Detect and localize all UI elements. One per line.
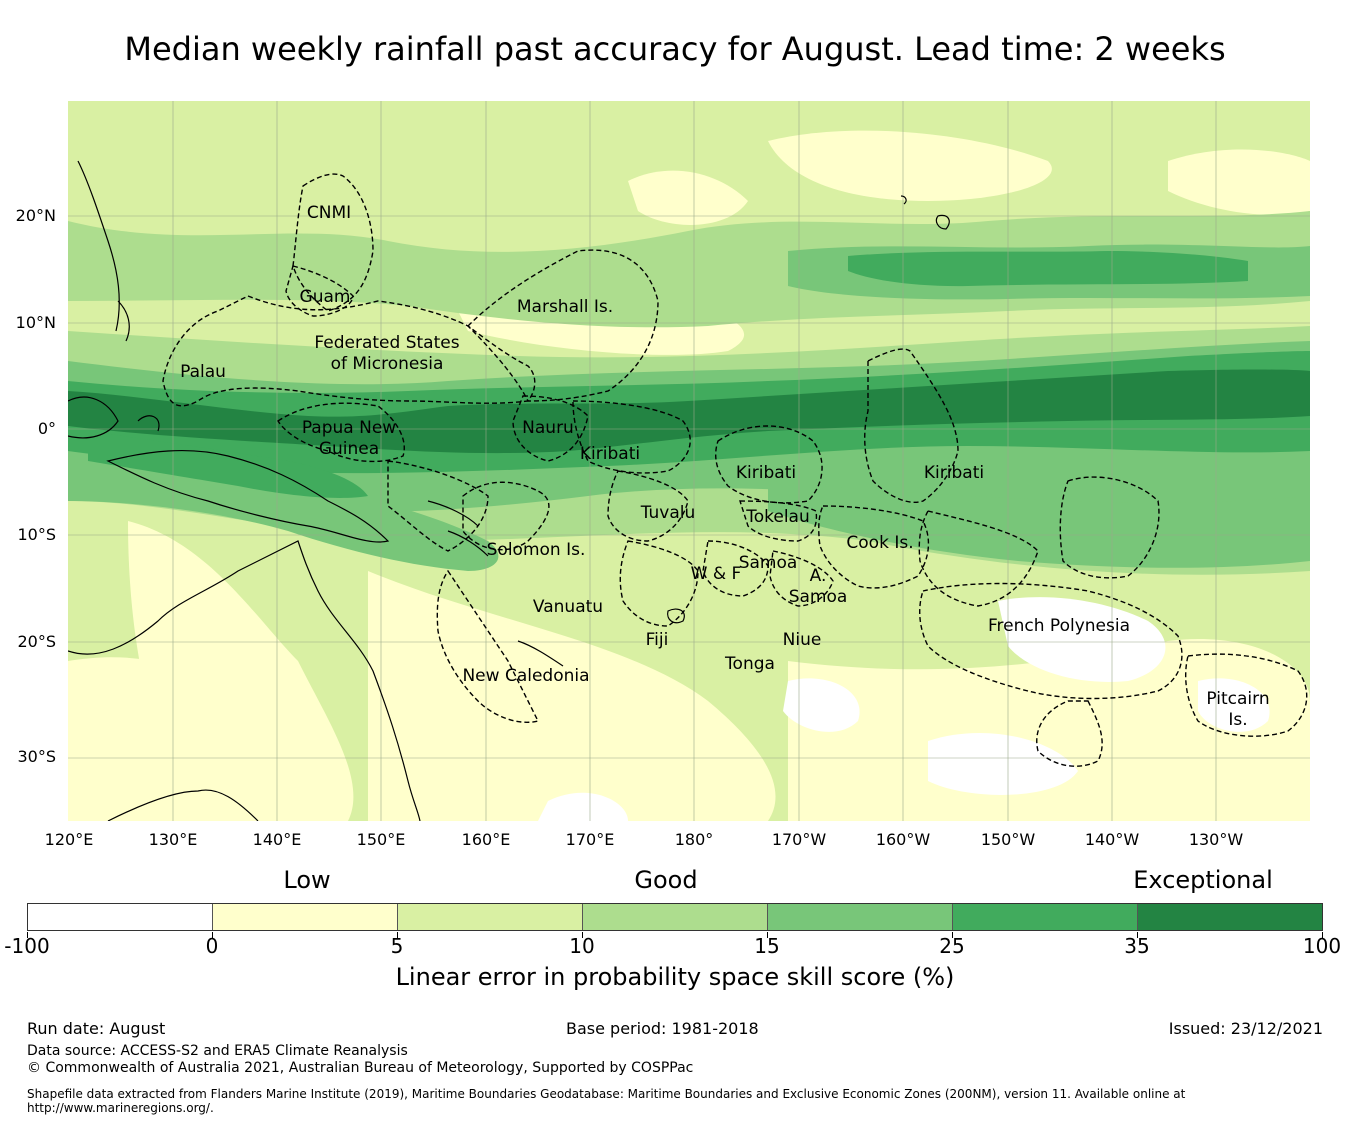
lat-label-10n: 10°N [15, 313, 56, 332]
region-label-american-samoa-line1: A. [809, 566, 827, 586]
colorbar-label: Linear error in probability space skill … [395, 963, 955, 991]
region-label-pitcairn-line1: Pitcairn [1206, 689, 1270, 709]
skill-map: CNMI Guam Marshall Is. Federated States … [68, 101, 1310, 821]
region-label-png-line1: Papua New [301, 418, 397, 438]
colorbar-segment-15-25 [768, 904, 953, 930]
region-label-american-samoa-line2: Samoa [788, 587, 848, 607]
region-label-fsm-line1: Federated States [314, 333, 460, 353]
lon-label-140e: 140°E [252, 830, 302, 849]
region-label-fiji: Fiji [645, 630, 669, 650]
lon-label-140w: 140°W [1084, 830, 1140, 849]
lon-label-160w: 160°W [875, 830, 931, 849]
coastlines [68, 160, 950, 821]
colorbar-segment-0-5 [213, 904, 398, 930]
colorbar [27, 903, 1323, 931]
region-label-cook-islands: Cook Is. [846, 533, 914, 553]
region-label-vanuatu: Vanuatu [532, 597, 604, 617]
colorbar-tick [952, 932, 953, 938]
base-period: Base period: 1981-2018 [566, 1019, 759, 1038]
region-label-new-caledonia: New Caledonia [462, 666, 590, 686]
lat-label-20n: 20°N [15, 206, 56, 225]
lon-label-170e: 170°E [565, 830, 615, 849]
lon-label-180: 180° [674, 830, 714, 849]
region-label-american-samoa: A. Samoa [789, 566, 848, 608]
region-label-kiribati-east: Kiribati [923, 463, 985, 483]
lat-label-30s: 30°S [17, 747, 56, 766]
colorbar-segment-5-10 [398, 904, 583, 930]
region-label-tonga: Tonga [725, 654, 775, 674]
region-label-png-line2: Guinea [318, 439, 380, 459]
colorbar-tick-label: 5 [390, 934, 404, 958]
region-label-pitcairn-line2: Is. [1228, 710, 1248, 730]
run-date: Run date: August [27, 1019, 166, 1038]
region-label-fsm-line2: of Micronesia [330, 354, 444, 374]
copyright: © Commonwealth of Australia 2021, Austra… [27, 1060, 694, 1076]
lon-label-130w: 130°W [1188, 830, 1244, 849]
graticule [68, 101, 1310, 821]
map-title: Median weekly rainfall past accuracy for… [124, 30, 1226, 68]
colorbar-segment-below-0 [28, 904, 213, 930]
lon-label-170w: 170°W [771, 830, 827, 849]
region-label-solomon-islands: Solomon Is. [486, 540, 586, 560]
lon-label-130e: 130°E [148, 830, 198, 849]
region-label-palau: Palau [180, 362, 226, 382]
lon-label-150e: 150°E [356, 830, 406, 849]
region-label-tokelau: Tokelau [746, 507, 810, 527]
lon-label-160e: 160°E [461, 830, 511, 849]
colorbar-tick-label: 100 [1302, 934, 1342, 958]
colorbar-tick [27, 932, 28, 938]
region-label-niue: Niue [782, 630, 822, 650]
region-label-marshall-islands: Marshall Is. [516, 297, 614, 317]
region-label-guam: Guam [299, 287, 351, 307]
shapefile-credit: Shapefile data extracted from Flanders M… [27, 1087, 1186, 1115]
colorbar-tick [1322, 932, 1323, 938]
colorbar-tick [1137, 932, 1138, 938]
colorbar-tick [767, 932, 768, 938]
region-label-cnmi: CNMI [306, 203, 352, 223]
region-label-png: Papua New Guinea [302, 418, 396, 460]
colorbar-segment-10-15 [583, 904, 768, 930]
lat-label-0: 0° [37, 419, 56, 438]
colorbar-tick-label: 35 [1124, 934, 1150, 958]
region-label-nauru: Nauru [522, 418, 574, 438]
lon-label-120e: 120°E [44, 830, 94, 849]
data-source: Data source: ACCESS-S2 and ERA5 Climate … [27, 1043, 408, 1059]
colorbar-tick-label: 10 [569, 934, 595, 958]
lon-label-150w: 150°W [980, 830, 1036, 849]
colorbar-heading-low: Low [283, 866, 331, 894]
colorbar-tick-label: 0 [205, 934, 219, 958]
colorbar-heading-exceptional: Exceptional [1133, 866, 1273, 894]
colorbar-segment-35-100 [1138, 904, 1322, 930]
region-label-samoa: Samoa [738, 553, 798, 573]
lat-label-10s: 10°S [17, 525, 56, 544]
skill-map-field [68, 101, 1310, 821]
colorbar-tick-label: -100 [4, 934, 50, 958]
eez-boundaries [162, 173, 1308, 767]
colorbar-heading-good: Good [634, 866, 698, 894]
colorbar-tick-label: 25 [939, 934, 965, 958]
issued-date: Issued: 23/12/2021 [1168, 1019, 1323, 1038]
colorbar-tick-label: 15 [754, 934, 780, 958]
region-label-wallis-futuna: W & F [690, 564, 742, 584]
region-label-tuvalu: Tuvalu [640, 503, 696, 523]
colorbar-tick [582, 932, 583, 938]
region-label-kiribati-west: Kiribati [579, 444, 641, 464]
region-label-pitcairn: Pitcairn Is. [1206, 689, 1269, 731]
region-label-french-polynesia: French Polynesia [988, 616, 1130, 636]
colorbar-tick [212, 932, 213, 938]
region-label-fsm: Federated States of Micronesia [314, 333, 459, 375]
colorbar-segment-25-35 [953, 904, 1138, 930]
lat-label-20s: 20°S [17, 632, 56, 651]
colorbar-tick [397, 932, 398, 938]
region-label-kiribati-central: Kiribati [735, 463, 797, 483]
